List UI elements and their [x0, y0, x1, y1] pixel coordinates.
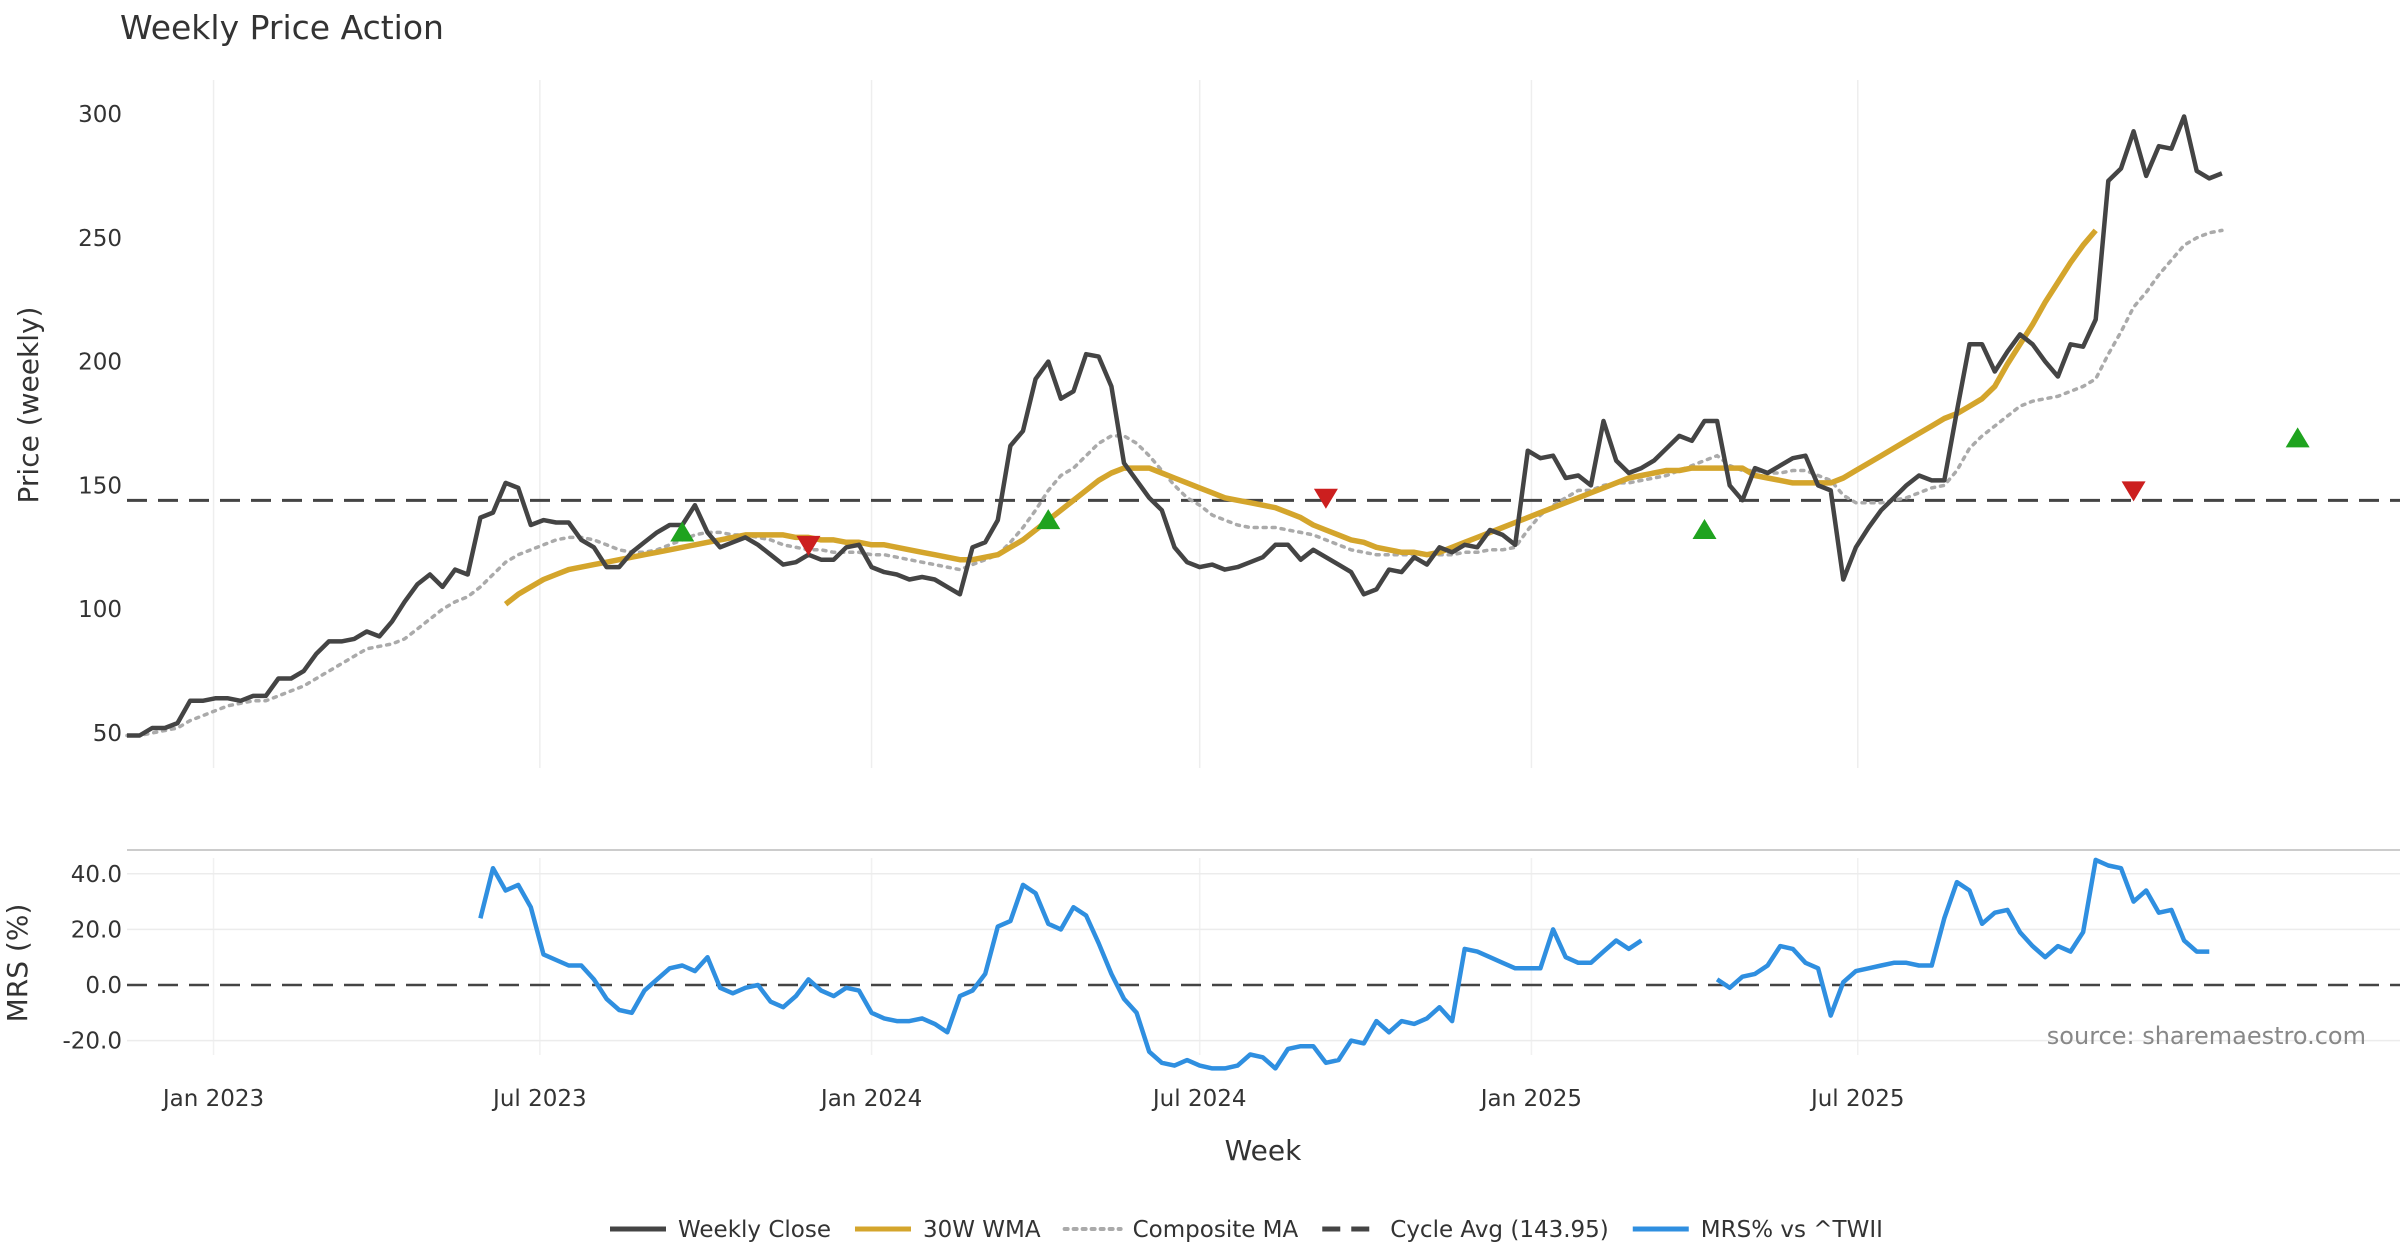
mrs-panel: 40.0 20.0 0.0 -20.0 MRS (%) source: sharema… — [1, 849, 2400, 1071]
buy-signal-marker — [1036, 509, 1061, 530]
price-y-tick-label: 300 — [78, 102, 122, 128]
x-tick-label: Jul 2023 — [491, 1086, 587, 1112]
mrs-line — [478, 857, 2210, 1071]
mrs-y-tick-label: 0.0 — [85, 973, 122, 999]
wma-30w-line — [503, 228, 2098, 607]
price-y-axis-title: Price (weekly) — [12, 307, 45, 504]
legend-label: MRS% vs ^TWII — [1701, 1217, 1883, 1243]
price-y-tick-label: 200 — [78, 350, 122, 376]
buy-signal-marker — [2285, 427, 2310, 448]
composite-ma-line — [125, 228, 2224, 738]
price-y-tick-label: 150 — [78, 473, 122, 499]
price-y-tick-label: 50 — [93, 721, 122, 747]
mrs-y-axis-title: MRS (%) — [1, 904, 34, 1023]
mrs-grid — [127, 858, 2400, 1055]
x-tick-label: Jul 2024 — [1151, 1086, 1247, 1112]
sell-signal-marker — [796, 535, 821, 556]
price-y-tick-labels: 50 100 150 200 250 300 — [78, 102, 122, 747]
sell-signal-marker — [1313, 488, 1338, 509]
x-axis-title: Week — [1225, 1134, 1302, 1167]
mrs-y-tick-label: 40.0 — [71, 862, 122, 888]
price-vertical-grid — [212, 80, 1859, 768]
legend-label: Cycle Avg (143.95) — [1390, 1217, 1609, 1243]
price-y-tick-label: 100 — [78, 597, 122, 623]
mrs-y-tick-labels: 40.0 20.0 0.0 -20.0 — [62, 862, 122, 1055]
x-tick-label: Jan 2025 — [1479, 1086, 1582, 1112]
source-watermark: source: sharemaestro.com — [2047, 1022, 2366, 1050]
signal-markers — [670, 427, 2310, 556]
legend-label: Weekly Close — [678, 1217, 831, 1243]
weekly-close-line — [127, 114, 2223, 738]
x-tick-label: Jan 2023 — [161, 1086, 264, 1112]
mrs-y-tick-label: 20.0 — [71, 917, 122, 943]
chart-title: Weekly Price Action — [120, 8, 444, 47]
mrs-y-tick-label: -20.0 — [62, 1029, 122, 1055]
price-panel: 50 100 150 200 250 300 Price (weekly) — [12, 80, 2400, 768]
legend: Weekly Close 30W WMA Composite MA Cycle Avg… — [610, 1217, 1883, 1243]
buy-signal-marker — [1692, 518, 1717, 539]
x-tick-labels: Jan 2023 Jul 2023 Jan 2024 Jul 2024 Jan 2025… — [161, 1086, 1905, 1112]
legend-label: 30W WMA — [923, 1217, 1041, 1243]
buy-signal-marker — [670, 521, 695, 542]
sell-signal-marker — [2121, 481, 2146, 502]
price-y-tick-label: 250 — [78, 226, 122, 252]
x-tick-label: Jan 2024 — [819, 1086, 922, 1112]
x-tick-label: Jul 2025 — [1809, 1086, 1905, 1112]
legend-label: Composite MA — [1133, 1217, 1299, 1243]
